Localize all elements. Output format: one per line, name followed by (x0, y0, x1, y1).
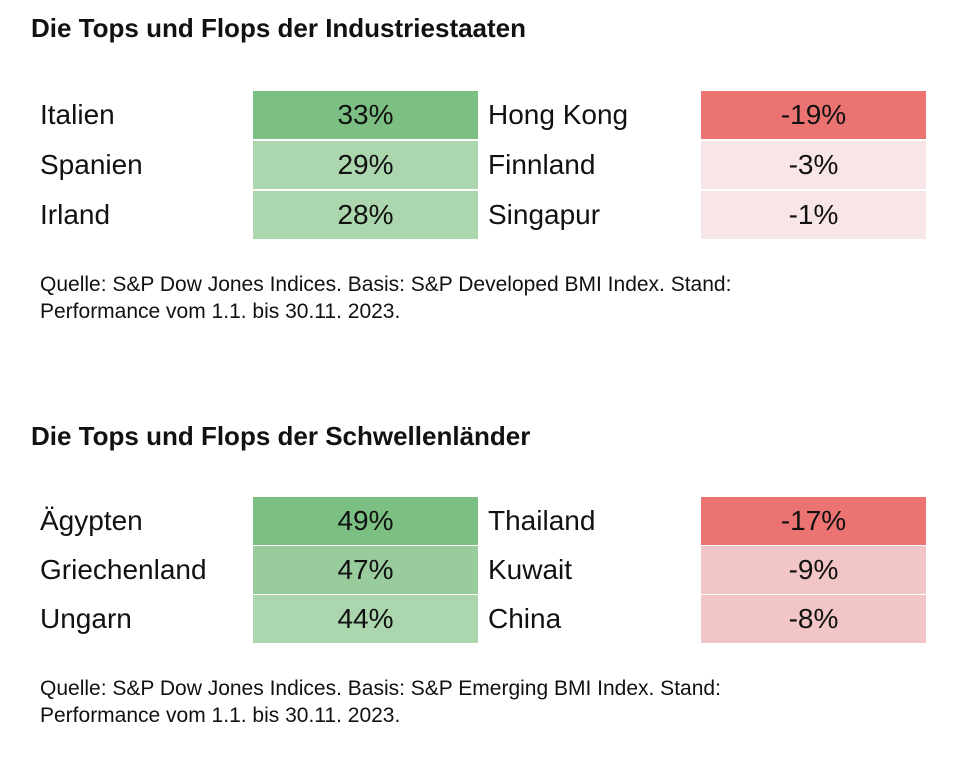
flop-value-cell: -19% (701, 91, 926, 139)
flop-country: Hong Kong (488, 99, 629, 130)
flop-country: Thailand (488, 505, 596, 536)
flop-country: Finnland (488, 149, 596, 180)
top-value-cell: 49% (253, 497, 478, 545)
industrial-title: Die Tops und Flops der Industriestaaten (31, 13, 527, 43)
top-value-cell: 28% (253, 191, 478, 239)
top-country: Italien (40, 99, 115, 130)
source-note: Quelle: S&P Dow Jones Indices. Basis: S&… (40, 675, 920, 729)
flop-country: Singapur (488, 199, 601, 230)
table-row: Spanien 29% Finnland -3% (0, 141, 960, 189)
flop-value-cell: -8% (701, 595, 926, 643)
top-country: Irland (40, 199, 111, 230)
top-value-cell: 33% (253, 91, 478, 139)
source-line: Performance vom 1.1. bis 30.11. 2023. (40, 300, 401, 323)
top-value-cell: 47% (253, 546, 478, 594)
flop-value-cell: -3% (701, 141, 926, 189)
table-row: Ägypten 49% Thailand -17% (0, 497, 960, 545)
top-value-cell: 29% (253, 141, 478, 189)
source-line: Quelle: S&P Dow Jones Indices. Basis: S&… (40, 273, 732, 296)
top-country: Ungarn (40, 603, 132, 634)
source-line: Quelle: S&P Dow Jones Indices. Basis: S&… (40, 677, 721, 700)
table-row: Irland 28% Singapur -1% (0, 191, 960, 239)
source-line: Performance vom 1.1. bis 30.11. 2023. (40, 704, 401, 727)
flop-country: Kuwait (488, 554, 573, 585)
table-row: Italien 33% Hong Kong -19% (0, 91, 960, 139)
flop-value-cell: -17% (701, 497, 926, 545)
flop-value-cell: -1% (701, 191, 926, 239)
top-country: Ägypten (40, 505, 143, 536)
source-note: Quelle: S&P Dow Jones Indices. Basis: S&… (40, 271, 920, 325)
top-value-cell: 44% (253, 595, 478, 643)
flop-country: China (488, 603, 562, 634)
top-country: Spanien (40, 149, 143, 180)
top-country: Griechenland (40, 554, 207, 585)
flop-value-cell: -9% (701, 546, 926, 594)
table-row: Ungarn 44% China -8% (0, 595, 960, 643)
emerging-title: Die Tops und Flops der Schwellenländer (31, 421, 531, 451)
table-row: Griechenland 47% Kuwait -9% (0, 546, 960, 594)
